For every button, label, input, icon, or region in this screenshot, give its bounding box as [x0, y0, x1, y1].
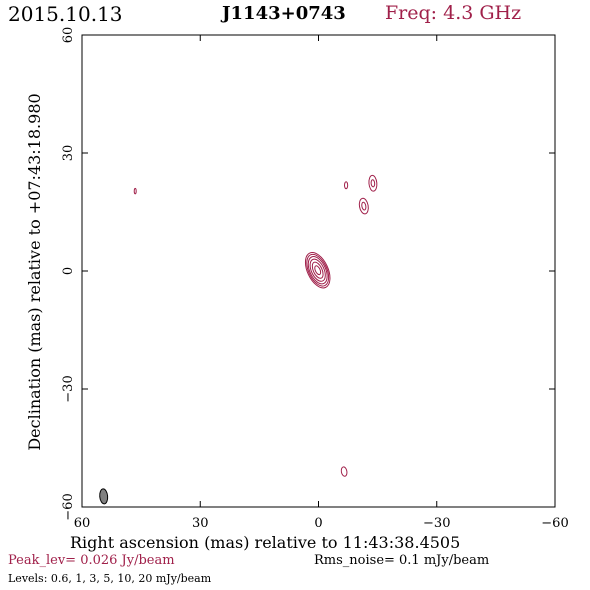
contour-comp-mid-right: [361, 201, 367, 211]
y-tick-label: 60: [61, 27, 76, 44]
peak-level: Peak_lev= 0.026 Jy/beam: [8, 553, 175, 568]
x-tick-label: 0: [314, 516, 322, 531]
plot-frame: [81, 34, 556, 508]
beam-ellipse: [99, 488, 109, 505]
x-tick-label: 60: [74, 516, 91, 531]
contour-comp-left: [133, 187, 137, 195]
observation-date: 2015.10.13: [8, 2, 123, 26]
x-tick-label: −60: [541, 516, 568, 531]
contour-core: [304, 252, 331, 289]
contour-core: [307, 256, 328, 285]
contour-comp-upper-right: [368, 174, 378, 192]
contour-comp-upper-right: [370, 179, 376, 188]
contour-core: [306, 253, 330, 287]
rms-noise: Rms_noise= 0.1 mJy/beam: [314, 553, 490, 568]
y-tick-label: −30: [61, 375, 76, 402]
x-tick-label: −30: [423, 516, 450, 531]
contour-comp-low: [340, 466, 348, 477]
x-axis-label: Right ascension (mas) relative to 11:43:…: [70, 533, 461, 552]
contour-core: [309, 258, 326, 282]
contour-levels: Levels: 0.6, 1, 3, 5, 10, 20 mJy/beam: [8, 572, 212, 585]
contour-core: [314, 265, 322, 276]
x-tick-label: 30: [192, 516, 209, 531]
y-tick-label: 30: [61, 145, 76, 162]
source-name: J1143+0743: [222, 3, 346, 24]
contour-comp-mid-right: [358, 197, 369, 215]
y-tick-label: −60: [61, 493, 76, 520]
y-axis-label: Declination (mas) relative to +07:43:18.…: [25, 93, 44, 450]
frequency-label: Freq: 4.3 GHz: [385, 2, 522, 24]
contour-comp-small-a: [344, 181, 349, 190]
contour-core: [311, 261, 324, 279]
y-tick-label: 0: [61, 267, 76, 275]
